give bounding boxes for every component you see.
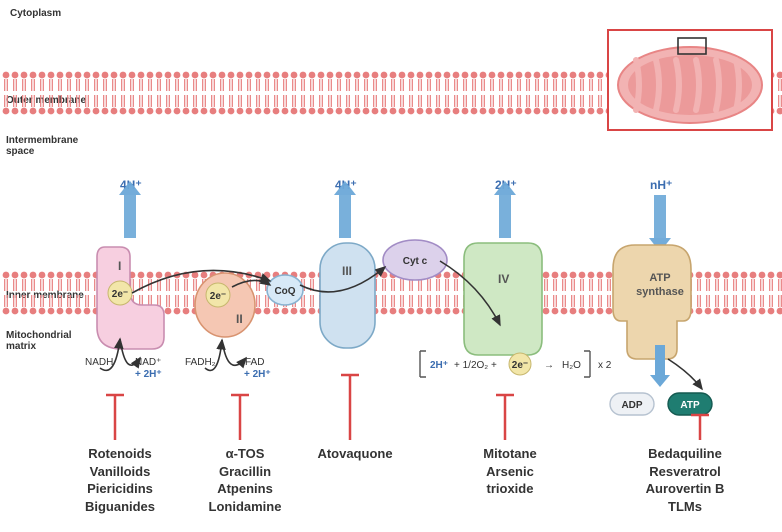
svg-text:ATP: ATP [680,400,700,411]
svg-text:x 2: x 2 [598,360,612,371]
svg-text:CoQ: CoQ [274,286,295,297]
svg-text:ATP: ATP [649,272,670,284]
svg-text:II: II [236,312,243,326]
svg-text:2e⁻: 2e⁻ [512,360,528,371]
svg-text:ADP: ADP [621,400,642,411]
svg-text:2e⁻: 2e⁻ [112,289,128,300]
svg-text:+ 2H⁺: + 2H⁺ [244,369,271,380]
svg-text:IV: IV [498,272,509,286]
svg-text:Cyt c: Cyt c [403,256,428,267]
svg-text:III: III [342,264,352,278]
svg-text:I: I [118,259,121,273]
svg-text:synthase: synthase [636,286,684,298]
svg-text:H₂O: H₂O [562,360,581,371]
svg-text:2H⁺: 2H⁺ [430,360,448,371]
diagram-svg: I2e⁻II2e⁻CoQIIICyt cIVATPsynthaseNADHNAD… [0,0,782,532]
svg-text:FADH₂: FADH₂ [185,357,216,368]
svg-text:NADH: NADH [85,357,113,368]
svg-text:→: → [544,360,554,371]
svg-text:FAD: FAD [245,357,264,368]
svg-text:2e⁻: 2e⁻ [210,291,226,302]
svg-text:+ 2H⁺: + 2H⁺ [135,369,162,380]
svg-text:+ 1/2O₂ +: + 1/2O₂ + [454,360,497,371]
